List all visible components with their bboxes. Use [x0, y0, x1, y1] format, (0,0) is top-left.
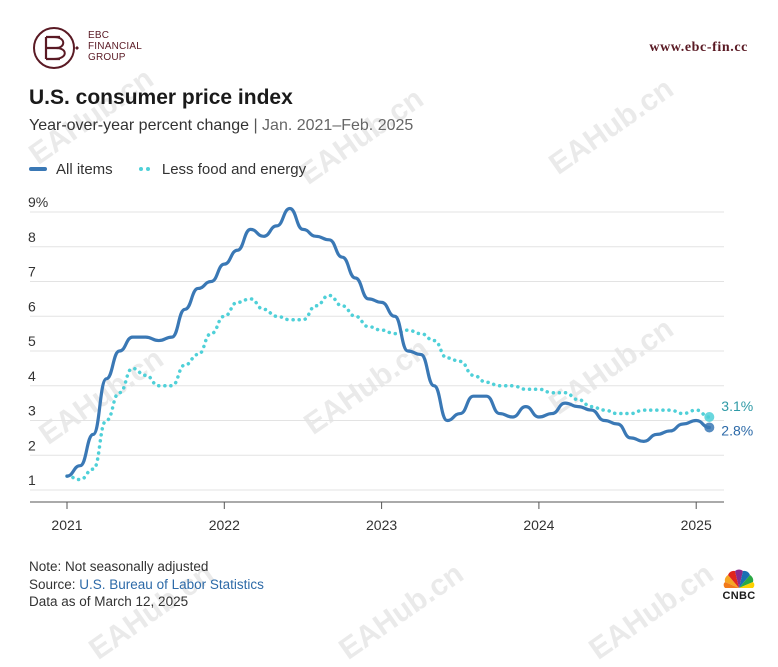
legend-label-core: Less food and energy	[161, 160, 307, 178]
x-tick-label: 2022	[209, 517, 240, 533]
brand-line-2: FINANCIAL	[88, 41, 143, 52]
legend-item-core: Less food and energy	[138, 160, 307, 178]
footer-note: Note: Not seasonally adjusted	[29, 559, 209, 574]
series-line-core	[65, 293, 712, 482]
legend-label-all-items: All items	[56, 160, 113, 178]
footer-source-prefix: Source:	[29, 576, 80, 592]
footer: Note: Not seasonally adjusted Source: U.…	[29, 558, 264, 611]
legend-swatch-dotted	[138, 167, 153, 171]
cnbc-label: CNBC	[722, 590, 756, 602]
cnbc-logo: CNBC	[718, 568, 760, 608]
gridlines	[30, 211, 724, 503]
series-line-all-items	[65, 206, 711, 478]
end-labels: 3.1% 2.8%	[721, 398, 753, 438]
series-end-label: 2.8%	[721, 422, 753, 438]
x-tick-label: 2024	[523, 517, 554, 533]
y-tick-label: 6	[28, 298, 36, 314]
y-tick-label: 9%	[28, 194, 48, 210]
legend-item-all-items: All items	[29, 161, 113, 178]
y-tick-label: 4	[28, 368, 36, 384]
y-tick-label: 2	[28, 437, 36, 453]
footer-date: Data as of March 12, 2025	[29, 594, 189, 609]
legend-swatch-solid	[29, 167, 47, 171]
chart-subtitle: Year-over-year percent change | Jan. 202…	[29, 117, 413, 135]
legend: All items Less food and energy	[29, 158, 328, 178]
y-tick-label: 8	[28, 229, 36, 245]
subtitle-range: Jan. 2021–Feb. 2025	[262, 117, 414, 134]
y-tick-label: 7	[28, 264, 36, 280]
series-end-point	[704, 422, 715, 433]
cnbc-peacock-icon	[723, 569, 755, 588]
ebc-logo-icon	[33, 27, 79, 69]
y-tick-label: 5	[28, 333, 36, 349]
subtitle-main: Year-over-year percent change	[29, 117, 249, 134]
series-group	[65, 206, 715, 482]
y-tick-label: 3	[28, 403, 36, 419]
brand-logo: EBC FINANCIAL GROUP	[30, 24, 190, 74]
brand-line-1: EBC	[88, 30, 110, 41]
subtitle-separator: |	[253, 117, 258, 134]
series-end-label: 3.1%	[721, 398, 753, 414]
brand-line-3: GROUP	[88, 52, 126, 63]
y-tick-label: 1	[28, 472, 36, 488]
brand-name: EBC FINANCIAL GROUP	[88, 30, 142, 63]
source-link[interactable]: U.S. Bureau of Labor Statistics	[79, 576, 264, 592]
x-tick-label: 2023	[366, 517, 397, 533]
site-url[interactable]: www.ebc-fin.cc	[649, 40, 748, 55]
cpi-line-chart: 1 2 3 4 5 6 7 8 9% 2021 2022 2023 2024 2025 3.1% 2.8%	[28, 194, 753, 533]
x-tick-label: 2021	[51, 517, 82, 533]
y-axis-ticks: 1 2 3 4 5 6 7 8 9%	[28, 194, 48, 488]
x-axis-ticks: 2021 2022 2023 2024 2025	[51, 502, 712, 533]
chart-title: U.S. consumer price index	[29, 86, 293, 109]
x-tick-label: 2025	[681, 517, 712, 533]
series-end-point	[704, 412, 715, 423]
footer-source: Source: U.S. Bureau of Labor Statistics	[29, 576, 264, 594]
